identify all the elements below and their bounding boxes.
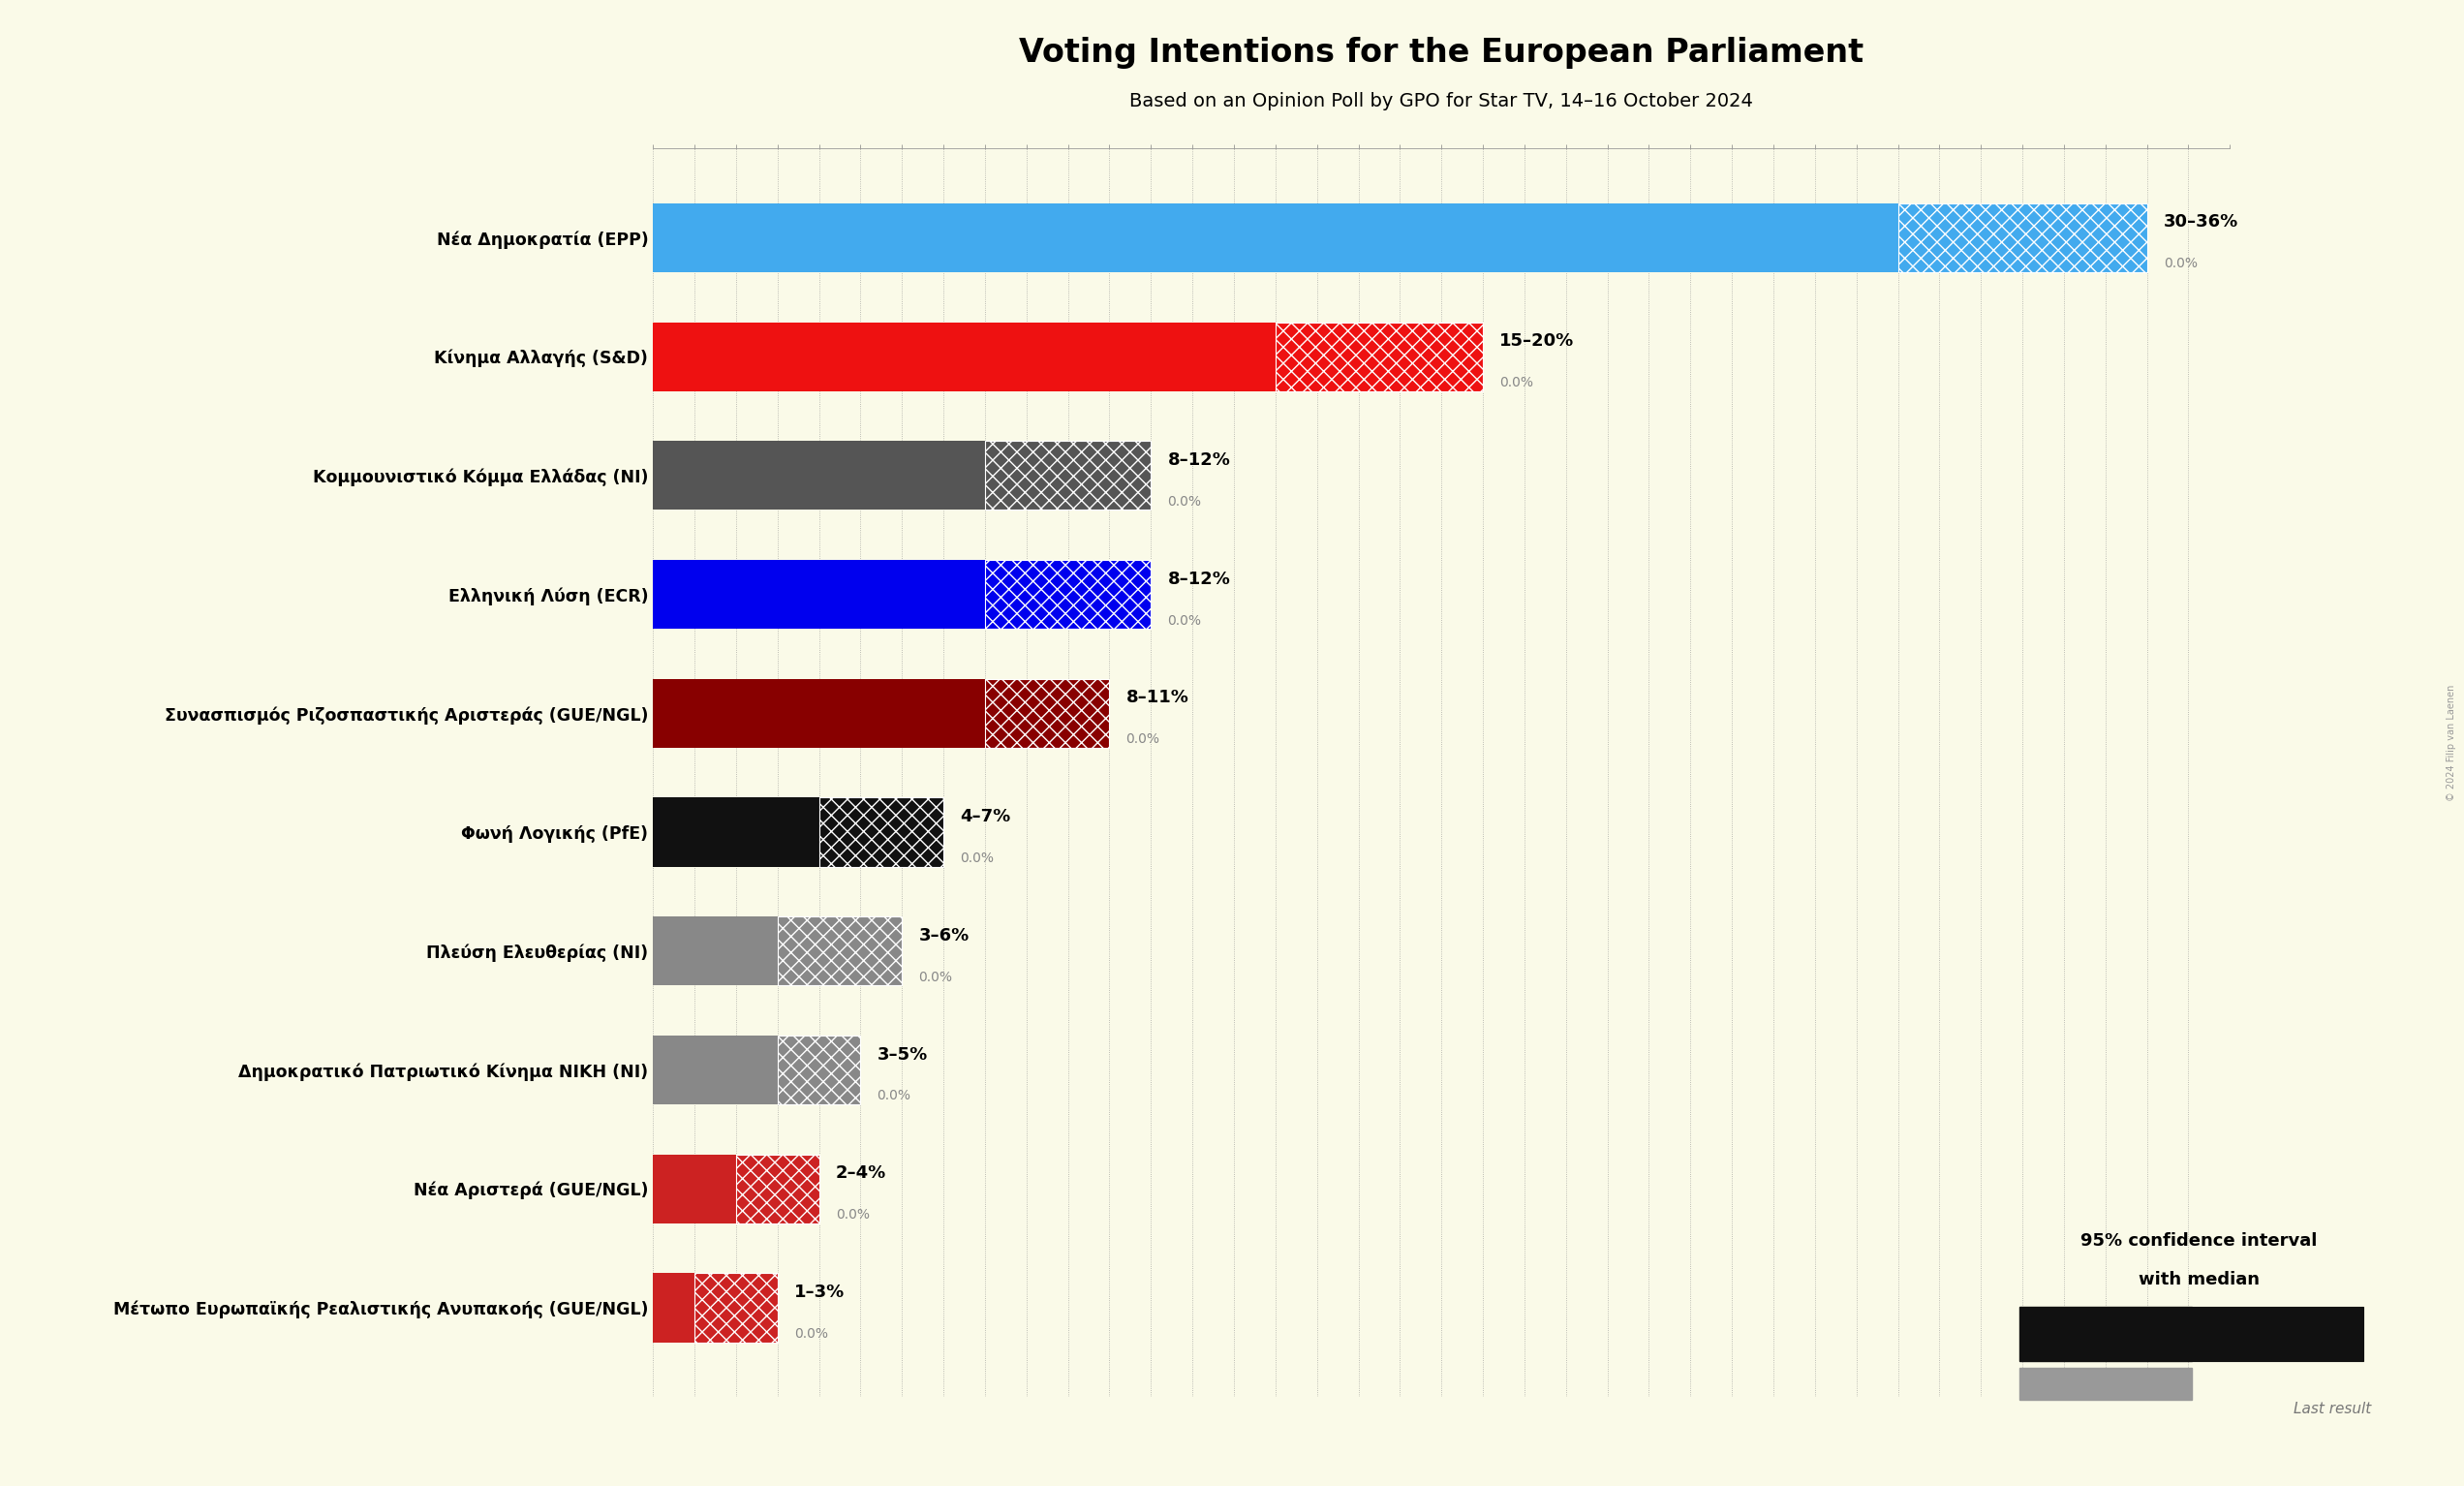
Text: Voting Intentions for the European Parliament: Voting Intentions for the European Parli… bbox=[1020, 37, 1863, 70]
Text: 3–6%: 3–6% bbox=[919, 927, 968, 944]
Bar bbox=[653, 917, 779, 985]
Bar bbox=[2190, 1306, 2363, 1361]
Text: 0.0%: 0.0% bbox=[835, 1208, 870, 1221]
Text: 2–4%: 2–4% bbox=[835, 1165, 887, 1181]
Bar bbox=[986, 560, 1151, 629]
Bar bbox=[986, 679, 1109, 747]
Text: 8–12%: 8–12% bbox=[1168, 452, 1230, 468]
Text: 95% confidence interval: 95% confidence interval bbox=[2080, 1232, 2319, 1250]
Text: 0.0%: 0.0% bbox=[1126, 733, 1161, 746]
Text: Last result: Last result bbox=[2294, 1403, 2370, 1416]
Bar bbox=[818, 798, 944, 866]
Text: 0.0%: 0.0% bbox=[877, 1089, 912, 1103]
Bar bbox=[779, 917, 902, 985]
Text: 0.0%: 0.0% bbox=[2163, 257, 2198, 270]
Text: 0.0%: 0.0% bbox=[961, 851, 993, 865]
Bar bbox=[653, 1274, 695, 1342]
Bar bbox=[2020, 1306, 2190, 1361]
Text: © 2024 Filip van Laenen: © 2024 Filip van Laenen bbox=[2447, 685, 2457, 801]
Bar bbox=[653, 441, 986, 510]
Bar bbox=[737, 1155, 818, 1223]
Text: 3–5%: 3–5% bbox=[877, 1046, 926, 1062]
Text: 15–20%: 15–20% bbox=[1501, 333, 1574, 349]
Bar bbox=[653, 1036, 779, 1104]
Text: 0.0%: 0.0% bbox=[1168, 614, 1202, 627]
Bar bbox=[1897, 204, 2146, 272]
Bar bbox=[653, 204, 1897, 272]
Text: Based on an Opinion Poll by GPO for Star TV, 14–16 October 2024: Based on an Opinion Poll by GPO for Star… bbox=[1129, 92, 1754, 110]
Text: 8–11%: 8–11% bbox=[1126, 690, 1190, 706]
Bar bbox=[653, 798, 818, 866]
Text: 4–7%: 4–7% bbox=[961, 808, 1010, 825]
Bar bbox=[779, 1036, 860, 1104]
Bar bbox=[2020, 1367, 2190, 1400]
Text: 8–12%: 8–12% bbox=[1168, 571, 1230, 587]
Bar bbox=[1276, 322, 1483, 391]
Text: 30–36%: 30–36% bbox=[2163, 214, 2237, 230]
Text: 0.0%: 0.0% bbox=[1501, 376, 1533, 389]
Bar bbox=[986, 441, 1151, 510]
Bar bbox=[653, 679, 986, 747]
Bar bbox=[695, 1274, 779, 1342]
Text: 0.0%: 0.0% bbox=[793, 1327, 828, 1340]
Bar bbox=[653, 322, 1276, 391]
Text: 0.0%: 0.0% bbox=[919, 970, 954, 984]
Text: 0.0%: 0.0% bbox=[1168, 495, 1202, 508]
Bar bbox=[653, 560, 986, 629]
Text: with median: with median bbox=[2139, 1271, 2259, 1288]
Text: 1–3%: 1–3% bbox=[793, 1284, 845, 1300]
Bar bbox=[653, 1155, 737, 1223]
